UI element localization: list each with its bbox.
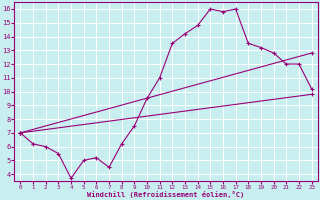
X-axis label: Windchill (Refroidissement éolien,°C): Windchill (Refroidissement éolien,°C) [87, 191, 244, 198]
